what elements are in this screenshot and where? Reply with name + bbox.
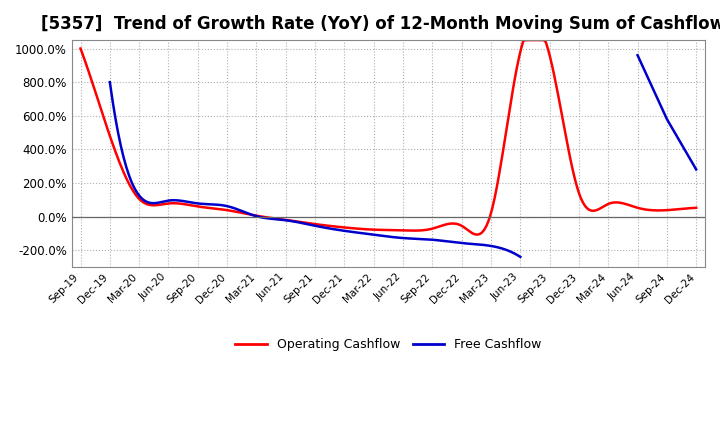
Operating Cashflow bbox=[453, 221, 462, 227]
Free Cashflow bbox=[350, 230, 359, 235]
Operating Cashflow bbox=[441, 222, 449, 227]
Operating Cashflow bbox=[443, 222, 451, 227]
Free Cashflow bbox=[348, 229, 357, 235]
Legend: Operating Cashflow, Free Cashflow: Operating Cashflow, Free Cashflow bbox=[230, 333, 546, 356]
Operating Cashflow bbox=[692, 205, 701, 210]
Operating Cashflow bbox=[78, 51, 87, 57]
Free Cashflow bbox=[477, 242, 486, 247]
Free Cashflow bbox=[516, 254, 525, 260]
Operating Cashflow bbox=[599, 204, 608, 209]
Operating Cashflow bbox=[474, 232, 482, 237]
Operating Cashflow bbox=[76, 46, 85, 51]
Free Cashflow bbox=[451, 240, 460, 245]
Free Cashflow bbox=[107, 89, 115, 95]
Operating Cashflow bbox=[639, 206, 647, 212]
Free Cashflow bbox=[356, 231, 365, 236]
Line: Operating Cashflow: Operating Cashflow bbox=[81, 40, 696, 235]
Free Cashflow bbox=[106, 80, 114, 85]
Title: [5357]  Trend of Growth Rate (YoY) of 12-Month Moving Sum of Cashflows: [5357] Trend of Growth Rate (YoY) of 12-… bbox=[42, 15, 720, 33]
Operating Cashflow bbox=[521, 37, 530, 43]
Line: Free Cashflow: Free Cashflow bbox=[110, 82, 521, 257]
